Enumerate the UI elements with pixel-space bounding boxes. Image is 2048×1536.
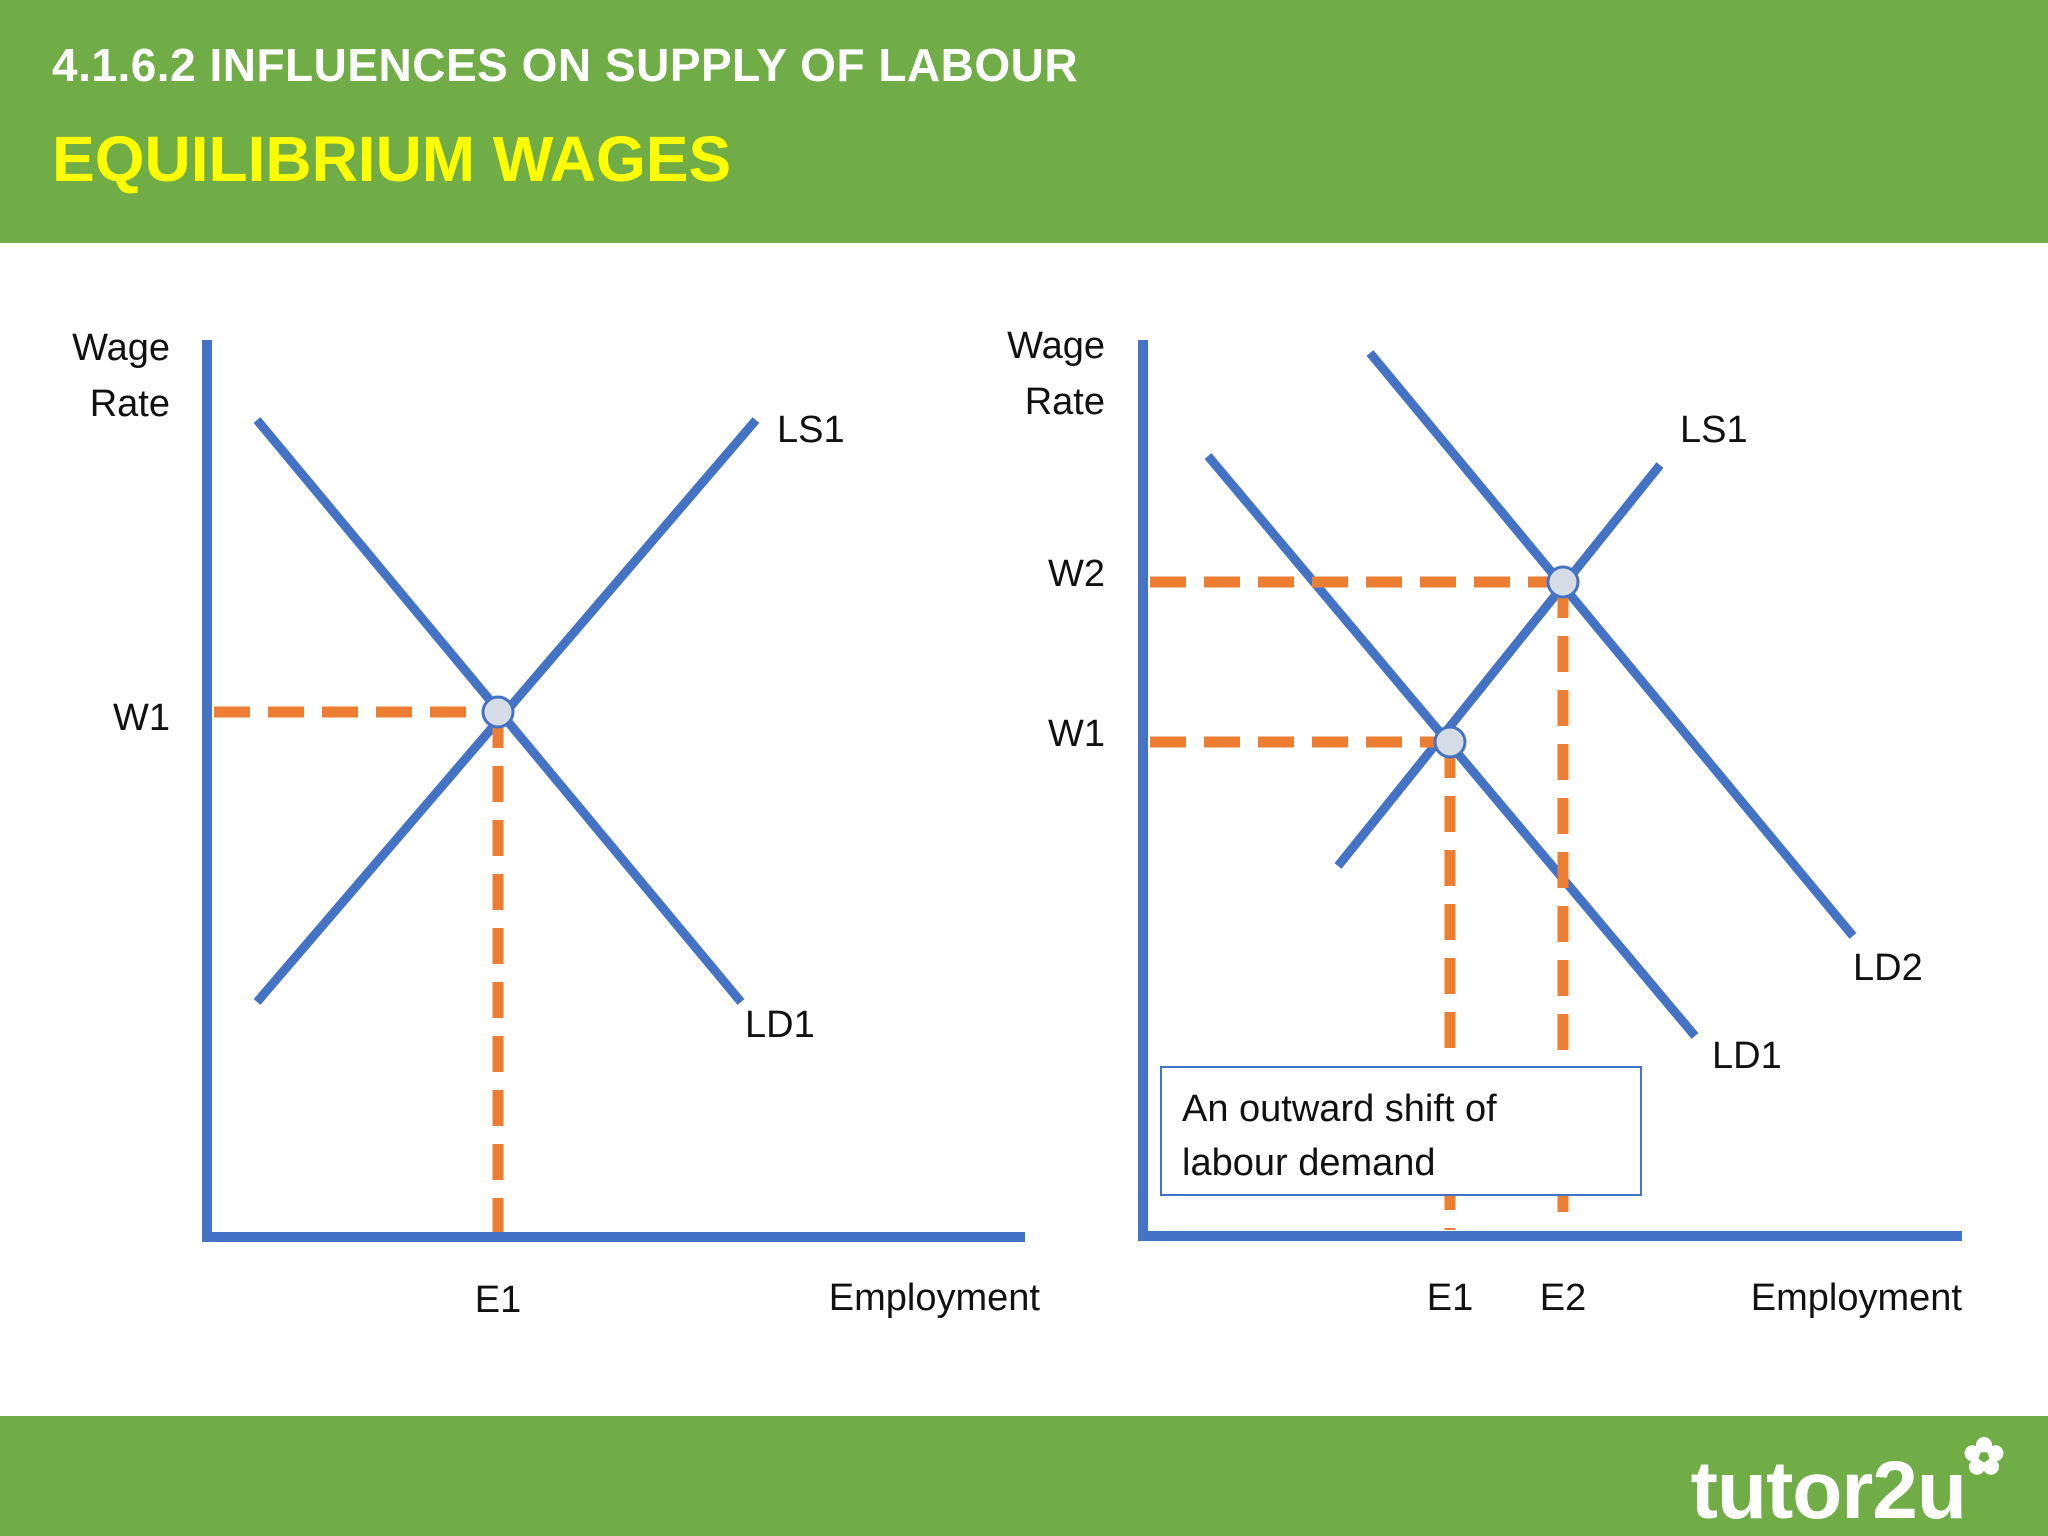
right-demand1-label: LD1 xyxy=(1712,1035,1782,1077)
slide-title: EQUILIBRIUM WAGES xyxy=(52,123,732,195)
right-supply-label: LS1 xyxy=(1680,409,1748,451)
left-diagram: Wage Rate LS1 LD1 W1 E1 Employment xyxy=(72,327,1040,1321)
right-x-axis-label: Employment xyxy=(1751,1277,1963,1319)
flower-icon xyxy=(1960,1433,2008,1486)
left-x-axis-label: Employment xyxy=(829,1277,1041,1319)
right-diagram: Wage Rate LS1 LD2 LD1 W2 W1 E1 E2 Employ… xyxy=(1007,325,1962,1319)
left-y-label-wage: Wage xyxy=(72,327,170,369)
left-employment-label: E1 xyxy=(475,1279,521,1321)
right-demand-curve-2 xyxy=(1366,350,1857,939)
footer-bar: tutor2u xyxy=(0,1416,2048,1536)
shift-note-line2: labour demand xyxy=(1182,1142,1436,1184)
right-equilibrium-point-1 xyxy=(1433,725,1467,759)
logo-wordmark: tutor2u xyxy=(1690,1445,1967,1536)
shift-note-box: An outward shift of labour demand xyxy=(1160,1066,1642,1196)
left-supply-label: LS1 xyxy=(777,409,845,451)
right-employment1-label: E1 xyxy=(1427,1277,1473,1319)
diagrams-area: Wage Rate LS1 LD1 W1 E1 Employment Wage … xyxy=(72,325,1962,1321)
tutor2u-logo: tutor2u xyxy=(1691,1422,2008,1532)
right-y-label-rate: Rate xyxy=(1025,381,1105,423)
slide-subtitle: 4.1.6.2 INFLUENCES ON SUPPLY OF LABOUR xyxy=(52,39,1079,91)
right-wage1-label: W1 xyxy=(1048,713,1105,755)
left-demand-label: LD1 xyxy=(745,1004,815,1046)
right-equilibrium-point-2 xyxy=(1546,565,1580,599)
left-wage-label: W1 xyxy=(113,697,170,739)
right-y-label-wage: Wage xyxy=(1007,325,1105,367)
right-employment2-label: E2 xyxy=(1540,1277,1586,1319)
right-supply-curve xyxy=(1334,462,1664,869)
right-wage2-label: W2 xyxy=(1048,553,1105,595)
shift-note-line1: An outward shift of xyxy=(1182,1088,1497,1130)
left-equilibrium-point xyxy=(481,695,515,729)
header-bar: 4.1.6.2 INFLUENCES ON SUPPLY OF LABOUR E… xyxy=(0,0,2048,243)
right-demand2-label: LD2 xyxy=(1853,947,1923,989)
left-y-label-rate: Rate xyxy=(90,383,170,425)
